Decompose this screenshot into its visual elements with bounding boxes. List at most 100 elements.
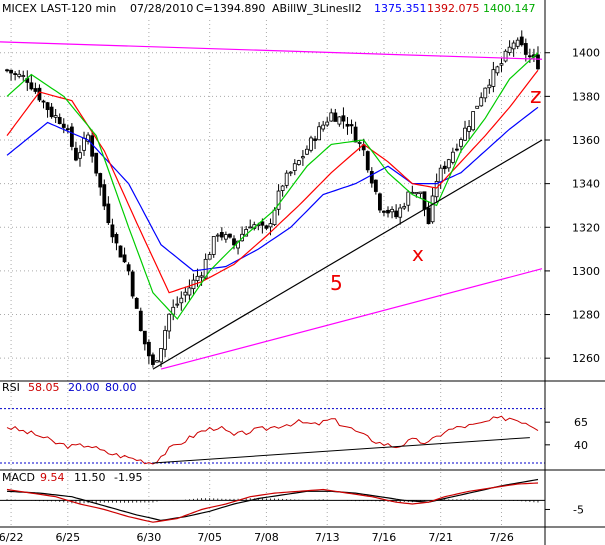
candle-body — [296, 160, 301, 165]
candle-body — [515, 39, 520, 47]
candle-body — [106, 203, 111, 224]
header-close: C=1394.890 — [196, 2, 265, 15]
candle-body — [61, 123, 66, 128]
candle-body — [523, 43, 528, 55]
candle-body — [418, 191, 423, 194]
price-panel — [0, 30, 543, 370]
candle-body — [365, 151, 370, 171]
trendline-1 — [152, 139, 543, 370]
candle-body — [57, 117, 62, 125]
candle-body — [386, 209, 390, 214]
candle-body — [114, 234, 119, 244]
candle-body — [353, 126, 358, 143]
candle-body — [248, 226, 253, 229]
header-value-green: 1400.147 — [483, 2, 536, 15]
candle-body — [325, 121, 330, 126]
candle-body — [390, 208, 394, 213]
candle-body — [479, 97, 484, 107]
candle-body — [471, 111, 476, 131]
candle-body — [426, 207, 431, 225]
macd-hist: -1.95 — [114, 471, 142, 484]
candle-body — [382, 210, 386, 213]
candle-body — [463, 127, 467, 141]
candle-body — [94, 152, 99, 174]
candle-body — [349, 124, 354, 127]
header-instrument: MICEX LAST-120 min — [2, 2, 116, 15]
candle-body — [130, 271, 135, 297]
candle-body — [455, 148, 459, 151]
candle-body — [394, 210, 399, 218]
candle-body — [207, 254, 212, 260]
candle-body — [309, 137, 313, 151]
macd-panel — [0, 478, 545, 523]
candle-body — [321, 124, 326, 130]
candle-body — [434, 181, 439, 198]
candle-body — [211, 236, 216, 255]
candle-body — [499, 63, 504, 66]
candle-body — [163, 330, 167, 350]
wave-label-z: z — [530, 84, 542, 109]
candle-body — [459, 139, 463, 147]
candle-body — [329, 112, 334, 122]
header-date: 07/28/2010 — [130, 2, 193, 15]
candle-body — [179, 297, 184, 304]
candle-body — [527, 55, 532, 58]
candle-body — [475, 105, 480, 109]
candle-body — [430, 195, 435, 223]
macd-signal-line — [6, 478, 539, 522]
candle-body — [219, 232, 224, 238]
trendline-2 — [160, 268, 543, 370]
candle-body — [102, 184, 107, 207]
ma-line-1392.075 — [6, 69, 539, 294]
candle-body — [357, 141, 362, 144]
price-tick-label: 1320 — [572, 221, 600, 234]
price-tick-label: 1380 — [572, 90, 600, 103]
candle-body — [268, 223, 273, 228]
candle-body — [313, 138, 317, 141]
candle-body — [65, 128, 70, 131]
rsi-value: 58.05 — [28, 381, 60, 394]
rsi-label: RSI — [2, 381, 20, 394]
candle-body — [45, 102, 50, 111]
candle-body — [49, 106, 54, 118]
price-tick-label: 1260 — [572, 352, 600, 365]
candle-body — [110, 224, 115, 238]
candle-body — [507, 46, 512, 53]
candle-body — [159, 348, 163, 363]
candle-body — [13, 73, 18, 75]
candle-body — [284, 172, 289, 186]
macd-value: 9.54 — [40, 471, 65, 484]
candle-body — [138, 310, 143, 332]
candle-body — [438, 167, 443, 183]
time-tick-label: 7/26 — [489, 531, 514, 544]
candle-body — [442, 165, 447, 170]
candle-body — [341, 115, 346, 122]
candle-body — [21, 75, 26, 77]
macd-tick-label: -5 — [573, 503, 584, 516]
candle-body — [402, 206, 407, 209]
candle-body — [491, 69, 496, 87]
candle-body — [373, 179, 378, 192]
candle-body — [487, 84, 492, 89]
candle-body — [495, 66, 500, 74]
candle-body — [511, 42, 516, 50]
candle-body — [280, 185, 285, 191]
candle-body — [378, 193, 382, 211]
header-value-blue: 1375.351 — [374, 2, 427, 15]
candle-body — [337, 116, 342, 125]
candle-body — [33, 88, 38, 92]
rsi-trendline — [152, 437, 530, 464]
candle-body — [9, 69, 13, 74]
macd-label: MACD — [2, 471, 35, 484]
candle-body — [519, 36, 524, 46]
candle-body — [369, 171, 374, 184]
rsi-tick-label: 65 — [574, 416, 588, 429]
candle-body — [17, 73, 22, 77]
candle-body — [450, 151, 455, 163]
candle-body — [86, 134, 90, 142]
candle-body — [333, 112, 338, 122]
price-tick-label: 1300 — [572, 265, 600, 278]
